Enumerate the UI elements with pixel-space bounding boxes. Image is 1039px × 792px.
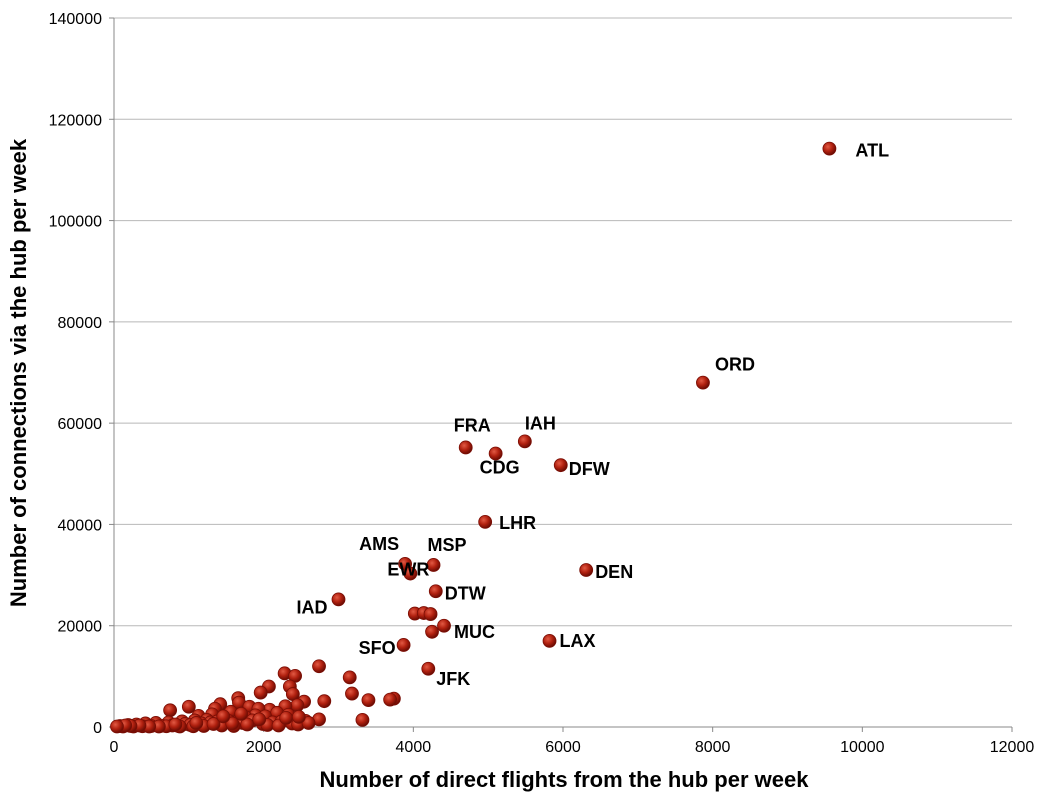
point-label-msp: MSP [428, 535, 467, 555]
scatter-point [181, 699, 196, 714]
scatter-point [403, 566, 418, 581]
y-tick-label: 60000 [58, 416, 103, 433]
scatter-point [206, 717, 221, 731]
scatter-point [396, 638, 411, 652]
point-label-den: DEN [595, 562, 633, 582]
scatter-point [478, 514, 493, 529]
point-label-ams: AMS [359, 534, 399, 554]
point-label-ord: ORD [715, 355, 755, 375]
x-tick-label: 2000 [246, 739, 282, 756]
scatter-point [437, 618, 451, 633]
scatter-point [216, 709, 231, 724]
scatter-point [331, 592, 346, 607]
scatter-point [189, 716, 204, 730]
y-tick-label: 20000 [58, 619, 103, 636]
scatter-point [517, 434, 532, 449]
x-tick-label: 12000 [990, 739, 1035, 756]
x-tick-label: 0 [110, 739, 119, 756]
data-points [110, 141, 837, 734]
scatter-point [426, 558, 441, 572]
point-label-sfo: SFO [359, 638, 396, 658]
scatter-point [553, 458, 568, 473]
point-label-atl: ATL [855, 141, 889, 161]
scatter-point [291, 709, 306, 724]
scatter-point [345, 686, 359, 701]
y-tick-label: 100000 [49, 214, 102, 231]
x-tick-label: 4000 [396, 739, 432, 756]
scatter-point [822, 141, 837, 156]
scatter-point [425, 624, 439, 639]
y-tick-label: 40000 [58, 517, 103, 534]
scatter-point [253, 685, 268, 700]
y-tick-label: 120000 [49, 112, 102, 129]
scatter-point [428, 584, 443, 599]
point-label-iah: IAH [525, 413, 556, 433]
scatter-point [383, 692, 398, 707]
scatter-point [312, 659, 326, 674]
y-tick-label: 0 [93, 720, 102, 737]
x-tick-label: 6000 [545, 739, 581, 756]
scatter-point [579, 563, 594, 577]
axes [109, 17, 1013, 732]
point-label-dtw: DTW [445, 583, 486, 603]
x-tick-label: 8000 [695, 739, 731, 756]
y-axis-title: Number of connections via the hub per we… [6, 138, 31, 607]
point-label-dfw: DFW [569, 459, 610, 479]
y-tick-label: 80000 [58, 315, 103, 332]
scatter-point [234, 706, 249, 721]
scatter-point [317, 694, 332, 709]
scatter-point [355, 713, 370, 727]
scatter-point [110, 719, 124, 734]
point-annotations: ATL ORD IAH FRA CDG DFW LHR AMS MSP DEN DTW EWR IAD M… [297, 141, 890, 689]
scatter-point [423, 607, 438, 621]
scatter-point [342, 670, 357, 685]
point-label-ewr: EWR [387, 560, 429, 580]
y-tick-label: 140000 [49, 11, 102, 28]
point-label-muc: MUC [454, 622, 495, 642]
scatter-point [279, 710, 294, 725]
scatter-point [240, 717, 255, 732]
point-label-iad: IAD [297, 597, 328, 617]
scatter-point [252, 712, 267, 727]
point-label-cdg: CDG [480, 458, 520, 478]
scatter-point [458, 440, 473, 455]
point-label-fra: FRA [454, 415, 491, 435]
point-label-jfk: JFK [436, 669, 470, 689]
x-tick-label: 10000 [840, 739, 885, 756]
scatter-point [488, 446, 503, 461]
point-label-lhr: LHR [499, 513, 536, 533]
gridlines [114, 17, 1012, 627]
scatter-point [421, 661, 436, 676]
point-label-lax: LAX [560, 631, 596, 651]
scatter-point [163, 703, 178, 718]
tick-labels: 0 20000 40000 60000 80000 100000 120000 140000 0… [49, 11, 1035, 756]
scatter-point [168, 717, 183, 732]
scatter-point [361, 693, 376, 708]
x-axis-title: Number of direct flights from the hub pe… [320, 767, 810, 792]
scatter-point [696, 375, 710, 390]
scatter-point [542, 634, 557, 648]
